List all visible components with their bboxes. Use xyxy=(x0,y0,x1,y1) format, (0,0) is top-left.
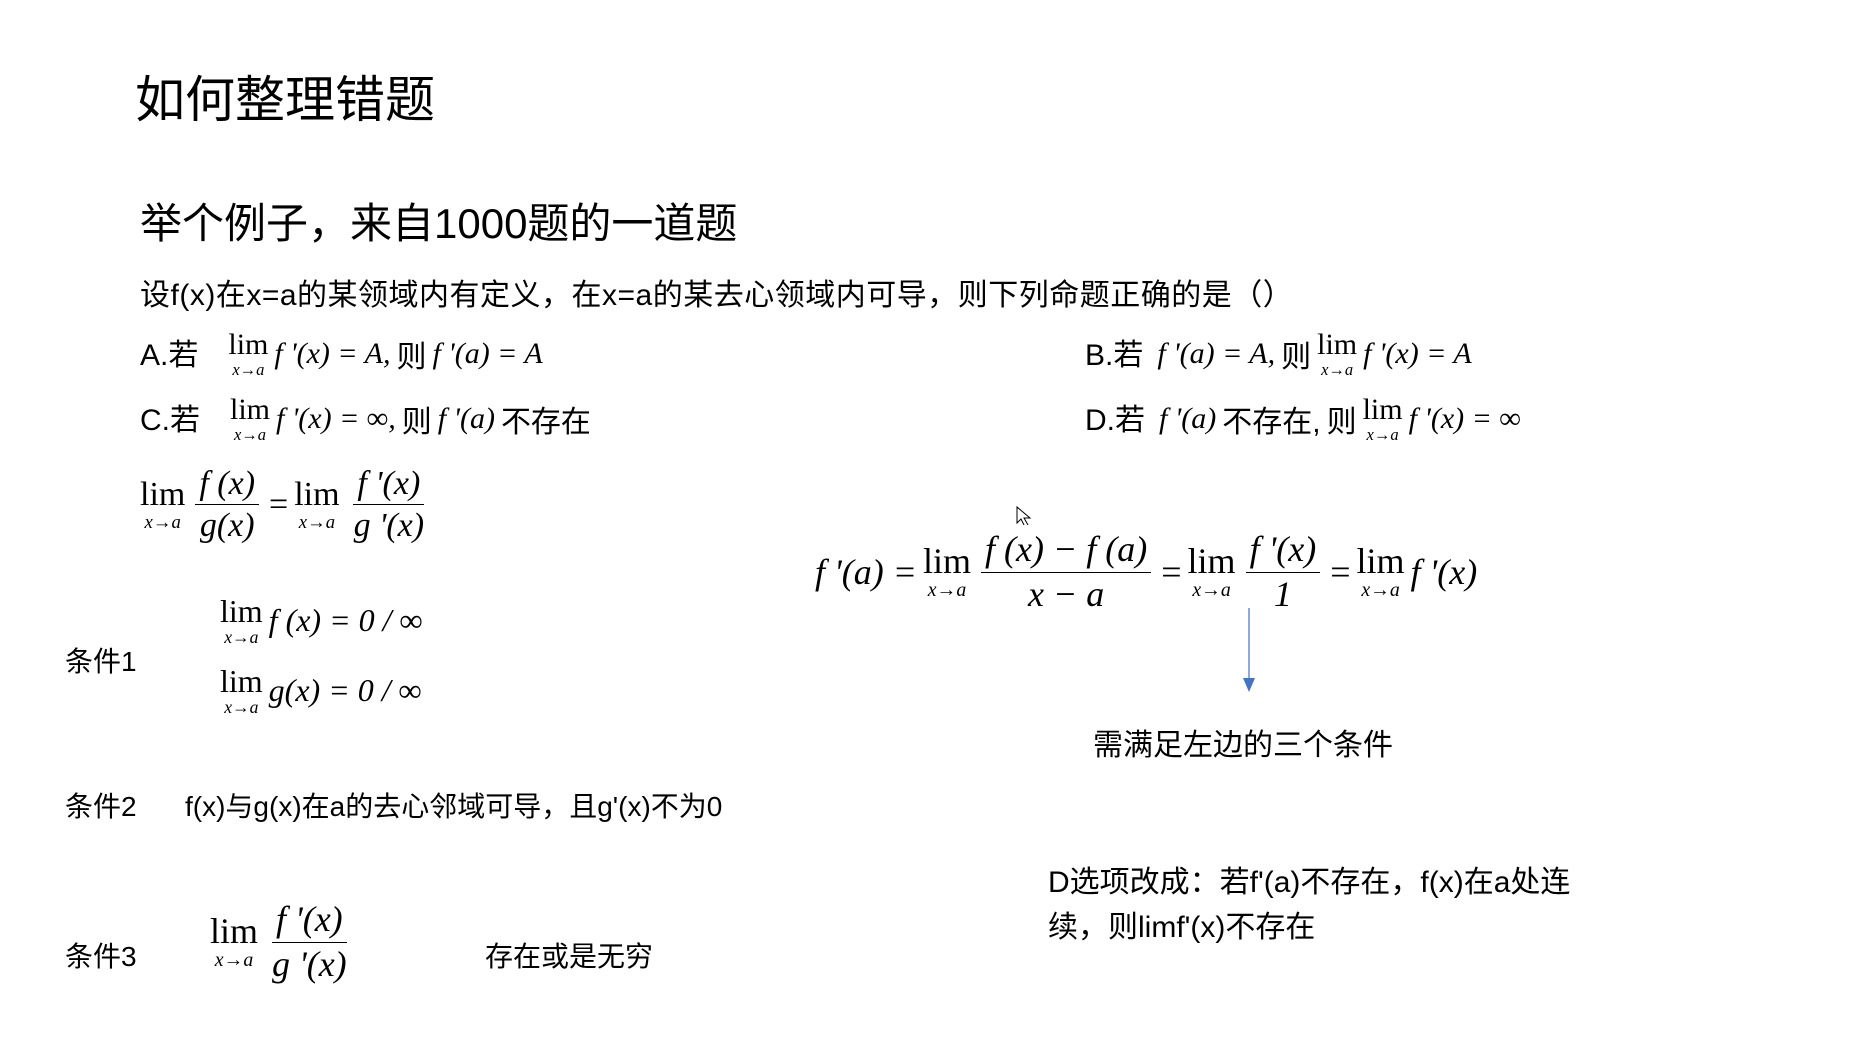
page-title: 如何整理错题 xyxy=(135,60,435,132)
deriv-lim1: lim xyxy=(923,543,971,579)
cursor-icon xyxy=(1015,505,1035,525)
c3-den: g '(x) xyxy=(268,943,351,985)
option-b-sub: x→a xyxy=(1321,362,1353,379)
lhop-f2-den: g '(x) xyxy=(350,505,429,544)
option-a-lhs: f '(x) = A, xyxy=(274,337,390,371)
condition-2-label: 条件2 xyxy=(65,785,137,825)
option-c: C.若 lim x→a f '(x) = ∞, 则 f '(a) 不存在 xyxy=(140,395,591,444)
deriv-lim3: lim xyxy=(1357,543,1405,579)
option-c-lim: lim xyxy=(230,395,270,425)
deriv-eq1: = xyxy=(1161,551,1181,593)
deriv-f1-den: x − a xyxy=(1024,573,1108,615)
option-a: A.若 lim x→a f '(x) = A, 则 f '(a) = A xyxy=(140,330,543,379)
option-c-rhs: f '(a) xyxy=(438,402,495,436)
option-b: B.若 f '(a) = A, 则 lim x→a f '(x) = A xyxy=(1085,330,1472,379)
deriv-lim2: lim xyxy=(1188,543,1236,579)
lhop-lim2: lim xyxy=(294,478,339,512)
option-a-sub: x→a xyxy=(232,362,264,379)
lhop-sub2: x→a xyxy=(299,514,335,533)
deriv-f2-num: f '(x) xyxy=(1246,530,1321,573)
derivation-equation: f '(a) = lim x→a f (x) − f (a) x − a = l… xyxy=(815,530,1477,614)
c1l2-sub: x→a xyxy=(224,699,258,717)
option-c-prefix: C.若 xyxy=(140,395,200,439)
option-a-prefix: A.若 xyxy=(140,330,198,374)
option-c-rhs-zh: 不存在 xyxy=(501,397,591,441)
option-c-sub: x→a xyxy=(234,427,266,444)
c1l1-lim: lim xyxy=(220,595,263,627)
down-arrow-icon xyxy=(1242,608,1256,693)
option-a-zh: 则 xyxy=(396,332,426,376)
condition-2-text: f(x)与g(x)在a的去心邻域可导，且g'(x)不为0 xyxy=(185,785,722,825)
lhop-sub1: x→a xyxy=(145,514,181,533)
lhop-eq: = xyxy=(269,486,288,524)
option-d-sub: x→a xyxy=(1367,427,1399,444)
option-c-zh: 则 xyxy=(402,397,432,441)
condition-1-label: 条件1 xyxy=(65,640,137,680)
problem-stem: 设f(x)在x=a的某领域内有定义，在x=a的某去心领域内可导，则下列命题正确的… xyxy=(140,270,1293,314)
condition-1-line2: lim x→a g(x) = 0 / ∞ xyxy=(220,665,421,717)
c3-num: f '(x) xyxy=(272,900,347,943)
c1l1-sub: x→a xyxy=(224,629,258,647)
deriv-sub1: x→a xyxy=(928,581,966,601)
c1l2-body: g(x) = 0 / ∞ xyxy=(269,672,422,709)
lhopital-equation: lim x→a f (x) g(x) = lim x→a f '(x) g '(… xyxy=(140,465,432,545)
option-d-lhs-zh: 不存在, xyxy=(1222,397,1320,441)
c1l1-body: f (x) = 0 / ∞ xyxy=(269,602,423,639)
deriv-p1: f '(a) = xyxy=(815,551,917,593)
deriv-tail: f '(x) xyxy=(1411,551,1478,593)
option-a-rhs: f '(a) = A xyxy=(432,337,542,371)
deriv-f2-den: 1 xyxy=(1270,573,1296,615)
option-b-lim: lim xyxy=(1317,330,1357,360)
lhop-f2-num: f '(x) xyxy=(353,465,424,505)
option-d: D.若 f '(a) 不存在, 则 lim x→a f '(x) = ∞ xyxy=(1085,395,1521,444)
option-d-prefix: D.若 xyxy=(1085,395,1145,439)
option-b-rhs: f '(x) = A xyxy=(1363,337,1472,371)
option-a-lim: lim xyxy=(228,330,268,360)
option-c-lhs: f '(x) = ∞, xyxy=(276,402,396,436)
condition-3-text: 存在或是无穷 xyxy=(485,935,653,975)
option-d-lim: lim xyxy=(1363,395,1403,425)
deriv-sub3: x→a xyxy=(1361,581,1399,601)
condition-3-eq: lim x→a f '(x) g '(x) xyxy=(210,900,355,984)
option-d-zh: 则 xyxy=(1327,397,1357,441)
deriv-sub2: x→a xyxy=(1192,581,1230,601)
option-d-rhs: f '(x) = ∞ xyxy=(1409,402,1521,436)
condition-1-line1: lim x→a f (x) = 0 / ∞ xyxy=(220,595,422,647)
lhop-f1-num: f (x) xyxy=(195,465,259,505)
deriv-eq2: = xyxy=(1330,551,1350,593)
revision-note: D选项改成：若f'(a)不存在，f(x)在a处连续，则limf'(x)不存在 xyxy=(1048,860,1618,950)
c3-lim: lim xyxy=(210,913,258,949)
c1l2-lim: lim xyxy=(220,665,263,697)
option-b-prefix: B.若 xyxy=(1085,330,1143,374)
lhop-f1-den: g(x) xyxy=(196,505,259,544)
option-b-zh: 则 xyxy=(1281,332,1311,376)
condition-3-label: 条件3 xyxy=(65,935,137,975)
lhop-lim1: lim xyxy=(140,478,185,512)
page-subtitle: 举个例子，来自1000题的一道题 xyxy=(140,190,737,251)
option-d-lhs: f '(a) xyxy=(1159,402,1216,436)
option-b-lhs: f '(a) = A, xyxy=(1157,337,1275,371)
deriv-f1-num: f (x) − f (a) xyxy=(981,530,1151,573)
c3-sub: x→a xyxy=(215,951,253,971)
arrow-note: 需满足左边的三个条件 xyxy=(1093,720,1393,764)
